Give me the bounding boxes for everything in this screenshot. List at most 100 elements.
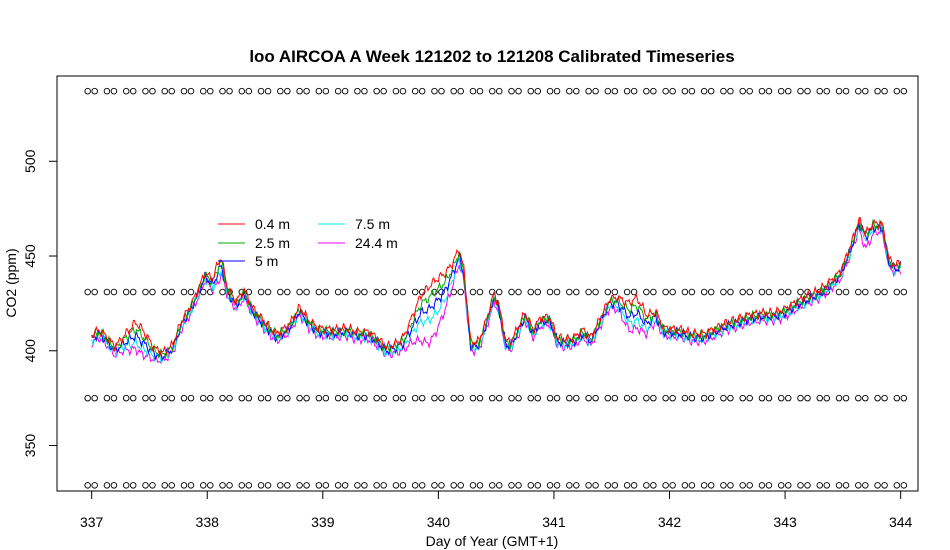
cal-537-point-11-1 [303,87,310,95]
cal-375-point-37-1 [804,394,811,402]
cal-329-point-27-0 [604,482,612,489]
cal-537-point-29-1 [650,87,657,95]
cal-375-point-5-1 [187,394,195,402]
cal-431-point-9-1 [264,288,272,296]
cal-329-point-14-0 [354,482,361,489]
cal-329-point-12-0 [315,482,323,489]
cal-375-point-15-1 [380,394,387,402]
cal-375-point-11-1 [303,394,310,402]
cal-537-point-24-1 [553,87,561,95]
cal-537-point-22-0 [508,87,515,95]
cal-537-point-16-1 [399,87,407,95]
cal-375-point-0-1 [91,394,98,402]
cal-431-point-28-0 [623,288,631,296]
cal-537-point-39-0 [835,87,843,95]
cal-537-point-6-0 [200,87,207,95]
cal-329-point-7-0 [219,482,226,489]
cal-329-point-3-1 [149,482,156,489]
cal-375-point-25-1 [573,394,580,402]
cal-375-point-15-0 [373,394,380,402]
cal-537-point-26-1 [592,87,599,95]
cal-375-point-22-0 [508,394,515,402]
y-tick-label-350: 350 [22,434,38,458]
cal-431-point-33-0 [720,288,727,296]
cal-329-point-33-0 [720,482,727,489]
cal-537-point-23-1 [534,87,542,95]
cal-375-point-25-0 [566,394,573,402]
cal-431-point-30-0 [662,288,669,296]
cal-537-point-32-1 [707,87,715,95]
x-axis: 337 338 339 340 341 342 343 344 [80,490,913,530]
cal-375-point-18-0 [431,394,438,402]
cal-329-point-23-1 [534,482,542,489]
cal-375-point-32-1 [707,394,715,402]
cal-329-point-41-1 [881,482,888,489]
cal-431-point-16-0 [392,288,400,296]
series-line-24-4-m [91,226,902,365]
cal-537-point-29-0 [643,87,650,95]
cal-375-point-14-0 [354,394,361,402]
cal-329-point-17-0 [411,482,419,489]
cal-431-point-0-1 [91,288,98,296]
cal-431-point-36-1 [784,288,792,296]
cal-431-point-39-0 [835,288,843,296]
cal-329-point-13-0 [334,482,342,489]
cal-431-point-25-1 [573,288,580,296]
cal-329-point-20-1 [476,482,484,489]
cal-375-point-0-0 [84,394,91,402]
cal-431-point-34-0 [739,288,746,296]
cal-329-point-8-1 [245,482,253,489]
cal-329-point-21-0 [488,482,496,489]
cal-537-point-21-0 [488,87,496,95]
cal-537-point-10-1 [284,87,291,95]
cal-329-point-22-0 [508,482,515,489]
cal-329-point-37-1 [804,482,811,489]
cal-537-point-34-1 [746,87,753,95]
cal-375-point-35-1 [765,394,773,402]
cal-329-point-38-1 [823,482,831,489]
cal-329-point-6-1 [207,482,214,489]
cal-537-point-7-1 [226,87,233,95]
cal-329-point-15-1 [380,482,387,489]
cal-431-point-16-1 [399,288,407,296]
cal-329-point-2-0 [122,482,130,489]
cal-431-point-29-1 [650,288,657,296]
plot-frame [56,75,919,492]
legend-label-3: 7.5 m [355,216,390,232]
cal-537-point-17-0 [411,87,419,95]
cal-537-point-12-0 [315,87,323,95]
cal-329-point-1-0 [103,482,111,489]
cal-431-point-10-0 [277,288,284,296]
cal-537-point-14-1 [361,87,368,95]
legend-label-4: 24.4 m [355,235,398,251]
cal-329-point-7-1 [226,482,233,489]
cal-329-point-11-0 [296,482,303,489]
cal-431-point-25-0 [566,288,573,296]
x-tick-label-344: 344 [889,514,913,530]
cal-431-point-13-1 [341,288,349,296]
cal-431-point-42-1 [900,288,908,296]
cal-431-point-22-1 [515,288,522,296]
series-line-0-4-m [91,217,902,358]
cal-375-point-13-1 [341,394,349,402]
cal-329-point-13-1 [341,482,349,489]
cal-431-point-42-0 [893,288,901,296]
cal-375-point-22-1 [515,394,522,402]
cal-329-point-12-1 [322,482,330,489]
cal-329-point-24-1 [553,482,561,489]
cal-375-point-23-1 [534,394,542,402]
cal-537-point-38-0 [816,87,824,95]
cal-375-point-16-1 [399,394,407,402]
cal-537-point-13-0 [334,87,342,95]
cal-431-point-4-1 [168,288,175,296]
cal-431-point-3-1 [149,288,156,296]
cal-375-point-10-0 [277,394,284,402]
cal-537-point-3-0 [142,87,149,95]
cal-431-point-26-0 [585,288,592,296]
cal-375-point-1-0 [103,394,111,402]
cal-329-point-30-1 [669,482,676,489]
cal-537-point-27-1 [611,87,619,95]
cal-431-point-12-1 [322,288,330,296]
cal-375-point-20-1 [476,394,484,402]
cal-375-point-21-1 [495,394,503,402]
